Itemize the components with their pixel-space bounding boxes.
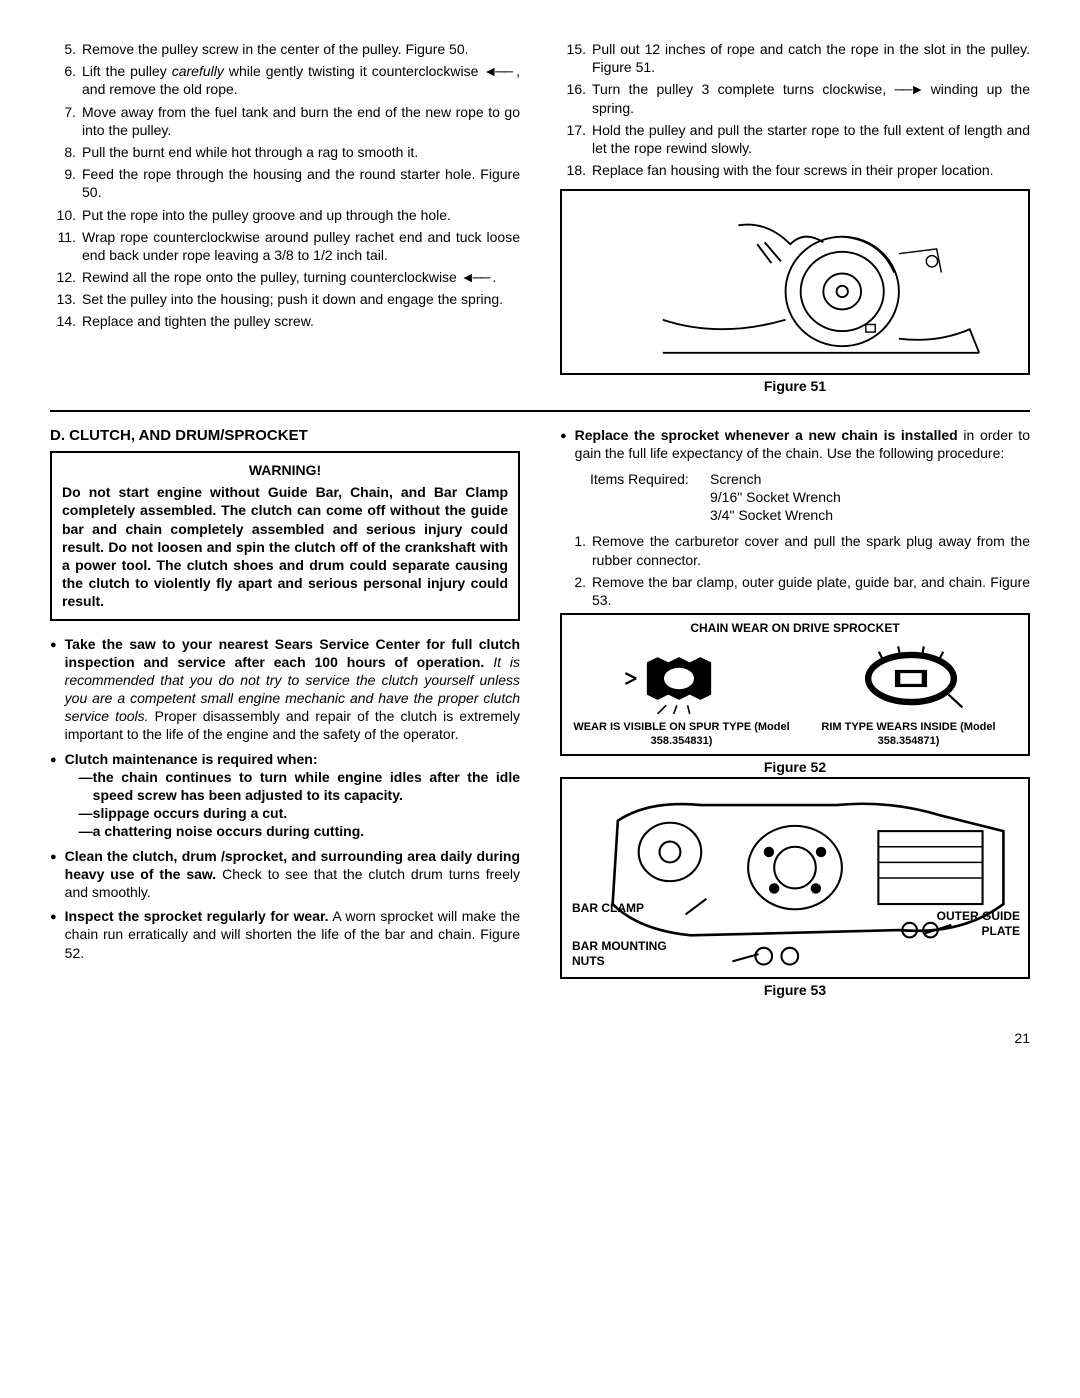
step-item: 13.Set the pulley into the housing; push… (50, 290, 520, 308)
figure-51-illustration (568, 197, 1022, 367)
steps-list-left: 5.Remove the pulley screw in the center … (50, 40, 520, 331)
figure-53-box: BAR CLAMP BAR MOUNTING NUTS OUTER GUIDE … (560, 777, 1030, 979)
fig53-bar-nuts-label: BAR MOUNTING NUTS (572, 939, 702, 970)
fig52-right-label: RIM TYPE WEARS INSIDE (Model 358.354871) (795, 720, 1022, 749)
page-number: 21 (50, 1029, 1030, 1047)
section-divider (50, 410, 1030, 412)
figure-52-row (568, 641, 1022, 716)
bullet-replace-sprocket: Replace the sprocket whenever a new chai… (560, 426, 1030, 462)
sprocket-spur-icon (604, 641, 754, 716)
fig52-left-label: WEAR IS VISIBLE ON SPUR TYPE (Model 358.… (568, 720, 795, 749)
fig53-bar-clamp-label: BAR CLAMP (572, 901, 644, 917)
step-item: 17.Hold the pulley and pull the starter … (560, 121, 1030, 157)
bullet-right-text: Replace the sprocket whenever a new chai… (575, 426, 1030, 462)
step-item: 1.Remove the carburetor cover and pull t… (560, 532, 1030, 568)
items-required-label: Items Required: (590, 470, 710, 525)
step-item: 16.Turn the pulley 3 complete turns cloc… (560, 80, 1030, 116)
steps-left-col: 5.Remove the pulley screw in the center … (50, 40, 520, 396)
section-d-heading: D. CLUTCH, AND DRUM/SPROCKET (50, 426, 520, 446)
figure-52-box: CHAIN WEAR ON DRIVE SPROCKET WEAR IS (560, 613, 1030, 756)
figure-51-box (560, 189, 1030, 375)
step-item: 6.Lift the pulley carefully while gently… (50, 62, 520, 98)
item-required: Scrench (710, 470, 841, 488)
step-item: 15.Pull out 12 inches of rope and catch … (560, 40, 1030, 76)
bullets-left: Take the saw to your nearest Sears Servi… (50, 635, 520, 962)
steps-right-col: 15.Pull out 12 inches of rope and catch … (560, 40, 1030, 396)
figure-51-caption: Figure 51 (560, 377, 1030, 395)
steps-list-right2: 1.Remove the carburetor cover and pull t… (560, 532, 1030, 609)
figure-52-labels: WEAR IS VISIBLE ON SPUR TYPE (Model 358.… (568, 720, 1022, 749)
step-item: 11.Wrap rope counterclockwise around pul… (50, 228, 520, 264)
step-item: 14.Replace and tighten the pulley screw. (50, 312, 520, 330)
bullet-item: Clutch maintenance is required when:—the… (50, 750, 520, 841)
step-item: 9.Feed the rope through the housing and … (50, 165, 520, 201)
warning-body: Do not start engine without Guide Bar, C… (62, 483, 508, 610)
section-d: D. CLUTCH, AND DRUM/SPROCKET WARNING! Do… (50, 426, 1030, 999)
items-required: Items Required: Scrench9/16" Socket Wren… (560, 470, 1030, 525)
top-steps-section: 5.Remove the pulley screw in the center … (50, 40, 1030, 396)
item-required: 3/4" Socket Wrench (710, 506, 841, 524)
section-d-left: D. CLUTCH, AND DRUM/SPROCKET WARNING! Do… (50, 426, 520, 999)
fig53-outer-plate-label: OUTER GUIDE PLATE (910, 909, 1020, 940)
figure-53-caption: Figure 53 (560, 981, 1030, 999)
step-item: 12.Rewind all the rope onto the pulley, … (50, 268, 520, 286)
items-required-list: Scrench9/16" Socket Wrench3/4" Socket Wr… (710, 470, 841, 525)
figure-52-title: CHAIN WEAR ON DRIVE SPROCKET (568, 621, 1022, 637)
figure-52-caption: Figure 52 (560, 758, 1030, 776)
step-item: 5.Remove the pulley screw in the center … (50, 40, 520, 58)
step-item: 7.Move away from the fuel tank and burn … (50, 103, 520, 139)
steps-list-right: 15.Pull out 12 inches of rope and catch … (560, 40, 1030, 179)
step-item: 8.Pull the burnt end while hot through a… (50, 143, 520, 161)
step-item: 18.Replace fan housing with the four scr… (560, 161, 1030, 179)
step-item: 2.Remove the bar clamp, outer guide plat… (560, 573, 1030, 609)
bullet-item: Inspect the sprocket regularly for wear.… (50, 907, 520, 962)
bullet-right-list: Replace the sprocket whenever a new chai… (560, 426, 1030, 462)
step-item: 10.Put the rope into the pulley groove a… (50, 206, 520, 224)
warning-box: WARNING! Do not start engine without Gui… (50, 451, 520, 621)
section-d-right: Replace the sprocket whenever a new chai… (560, 426, 1030, 999)
bullet-item: Clean the clutch, drum /sprocket, and su… (50, 847, 520, 902)
warning-title: WARNING! (62, 461, 508, 479)
bullet-item: Take the saw to your nearest Sears Servi… (50, 635, 520, 744)
sprocket-rim-icon (836, 641, 986, 716)
item-required: 9/16" Socket Wrench (710, 488, 841, 506)
